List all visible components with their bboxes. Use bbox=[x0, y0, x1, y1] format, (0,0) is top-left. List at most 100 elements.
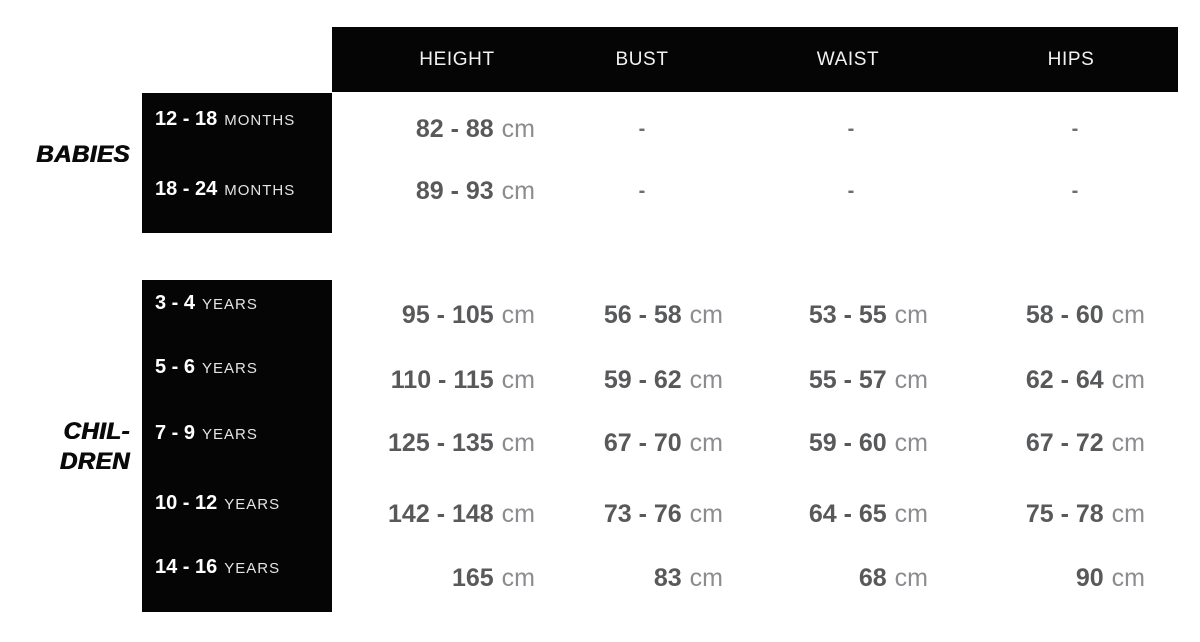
cell-bust: 56 - 58 cm bbox=[518, 298, 723, 332]
cell-height: 125 - 135 cm bbox=[330, 426, 535, 460]
cell-hips: 67 - 72 cm bbox=[940, 426, 1145, 460]
group-label-line: DREN bbox=[59, 448, 130, 475]
column-header-bar: HEIGHT BUST WAIST HIPS bbox=[332, 27, 1178, 92]
age-row-label: 12 - 18 MONTHS bbox=[155, 107, 295, 131]
cell-value: - bbox=[638, 118, 646, 140]
age-range: 3 - 4 bbox=[155, 292, 196, 314]
age-range: 5 - 6 bbox=[155, 356, 196, 378]
column-header-height: HEIGHT bbox=[419, 49, 495, 70]
cell-waist: - bbox=[811, 112, 891, 146]
cell-waist: 53 - 55 cm bbox=[723, 298, 928, 332]
cell-unit: cm bbox=[1111, 429, 1145, 457]
cell-hips: - bbox=[1035, 112, 1115, 146]
age-unit: YEARS bbox=[202, 426, 258, 443]
babies-age-box: 12 - 18 MONTHS 18 - 24 MONTHS bbox=[142, 93, 332, 233]
cell-hips: 75 - 78 cm bbox=[940, 497, 1145, 531]
cell-value: 68 bbox=[858, 564, 887, 592]
cell-value: 110 - 115 bbox=[390, 366, 494, 394]
cell-unit: cm bbox=[1111, 301, 1145, 329]
cell-unit: cm bbox=[689, 564, 723, 592]
cell-unit: cm bbox=[501, 500, 535, 528]
cell-value: - bbox=[638, 180, 646, 202]
cell-unit: cm bbox=[894, 366, 928, 394]
cell-value: 83 bbox=[653, 564, 682, 592]
cell-value: 73 - 76 bbox=[603, 500, 682, 528]
cell-value: 75 - 78 bbox=[1025, 500, 1104, 528]
age-range: 14 - 16 bbox=[155, 556, 218, 578]
cell-value: 59 - 60 bbox=[808, 429, 887, 457]
cell-value: 56 - 58 bbox=[603, 301, 682, 329]
cell-unit: cm bbox=[1111, 366, 1145, 394]
age-range: 10 - 12 bbox=[155, 492, 218, 514]
age-range: 12 - 18 bbox=[155, 108, 218, 130]
age-row-label: 18 - 24 MONTHS bbox=[155, 177, 295, 201]
cell-bust: 59 - 62 cm bbox=[518, 363, 723, 397]
cell-value: 58 - 60 bbox=[1025, 301, 1104, 329]
cell-value: 67 - 70 bbox=[603, 429, 682, 457]
cell-unit: cm bbox=[894, 564, 928, 592]
cell-unit: cm bbox=[689, 366, 723, 394]
cell-value: 165 bbox=[451, 564, 494, 592]
age-row-label: 5 - 6 YEARS bbox=[155, 355, 258, 379]
cell-value: 67 - 72 bbox=[1025, 429, 1104, 457]
cell-unit: cm bbox=[501, 177, 535, 205]
cell-value: 90 bbox=[1075, 564, 1104, 592]
age-range: 18 - 24 bbox=[155, 178, 218, 200]
cell-unit: cm bbox=[689, 500, 723, 528]
cell-height: 95 - 105 cm bbox=[330, 298, 535, 332]
cell-unit: cm bbox=[689, 301, 723, 329]
cell-bust: - bbox=[602, 174, 682, 208]
cell-unit: cm bbox=[501, 115, 535, 143]
age-row-label: 14 - 16 YEARS bbox=[155, 555, 280, 579]
cell-height: 165 cm bbox=[330, 561, 535, 595]
age-unit: MONTHS bbox=[224, 112, 296, 129]
column-header-hips: HIPS bbox=[1047, 49, 1095, 70]
group-label-line: CHIL- bbox=[63, 418, 130, 445]
cell-height: 142 - 148 cm bbox=[330, 497, 535, 531]
age-row-label: 3 - 4 YEARS bbox=[155, 291, 258, 315]
cell-waist: 64 - 65 cm bbox=[723, 497, 928, 531]
age-range: 7 - 9 bbox=[155, 422, 196, 444]
cell-unit: cm bbox=[894, 500, 928, 528]
cell-unit: cm bbox=[1111, 564, 1145, 592]
cell-unit: cm bbox=[501, 564, 535, 592]
cell-unit: cm bbox=[689, 429, 723, 457]
age-unit: YEARS bbox=[202, 360, 258, 377]
cell-height: 110 - 115 cm bbox=[330, 363, 535, 397]
cell-value: - bbox=[1071, 118, 1079, 140]
cell-value: 64 - 65 bbox=[808, 500, 887, 528]
cell-hips: 58 - 60 cm bbox=[940, 298, 1145, 332]
cell-value: 89 - 93 bbox=[415, 177, 494, 205]
cell-waist: - bbox=[811, 174, 891, 208]
cell-value: 59 - 62 bbox=[603, 366, 682, 394]
cell-value: - bbox=[1071, 180, 1079, 202]
cell-bust: 73 - 76 cm bbox=[518, 497, 723, 531]
cell-value: 142 - 148 bbox=[388, 500, 494, 528]
group-label-children: CHIL- DREN bbox=[0, 417, 130, 477]
age-row-label: 7 - 9 YEARS bbox=[155, 421, 258, 445]
group-label-babies: BABIES bbox=[0, 140, 130, 170]
cell-unit: cm bbox=[894, 429, 928, 457]
cell-value: 62 - 64 bbox=[1025, 366, 1104, 394]
cell-waist: 68 cm bbox=[723, 561, 928, 595]
cell-unit: cm bbox=[894, 301, 928, 329]
age-unit: YEARS bbox=[224, 560, 281, 577]
cell-value: - bbox=[847, 180, 855, 202]
cell-value: 82 - 88 bbox=[415, 115, 494, 143]
cell-unit: cm bbox=[501, 301, 535, 329]
cell-bust: - bbox=[602, 112, 682, 146]
cell-waist: 55 - 57 cm bbox=[723, 363, 928, 397]
age-unit: YEARS bbox=[202, 296, 258, 313]
cell-hips: - bbox=[1035, 174, 1115, 208]
cell-value: 55 - 57 bbox=[808, 366, 887, 394]
cell-unit: cm bbox=[501, 429, 535, 457]
age-unit: MONTHS bbox=[224, 182, 296, 199]
age-unit: YEARS bbox=[224, 496, 281, 513]
column-header-bust: BUST bbox=[615, 49, 669, 70]
cell-value: - bbox=[847, 118, 855, 140]
cell-value: 53 - 55 bbox=[808, 301, 887, 329]
cell-value: 125 - 135 bbox=[388, 429, 494, 457]
cell-hips: 90 cm bbox=[940, 561, 1145, 595]
group-label-line: BABIES bbox=[36, 141, 130, 168]
